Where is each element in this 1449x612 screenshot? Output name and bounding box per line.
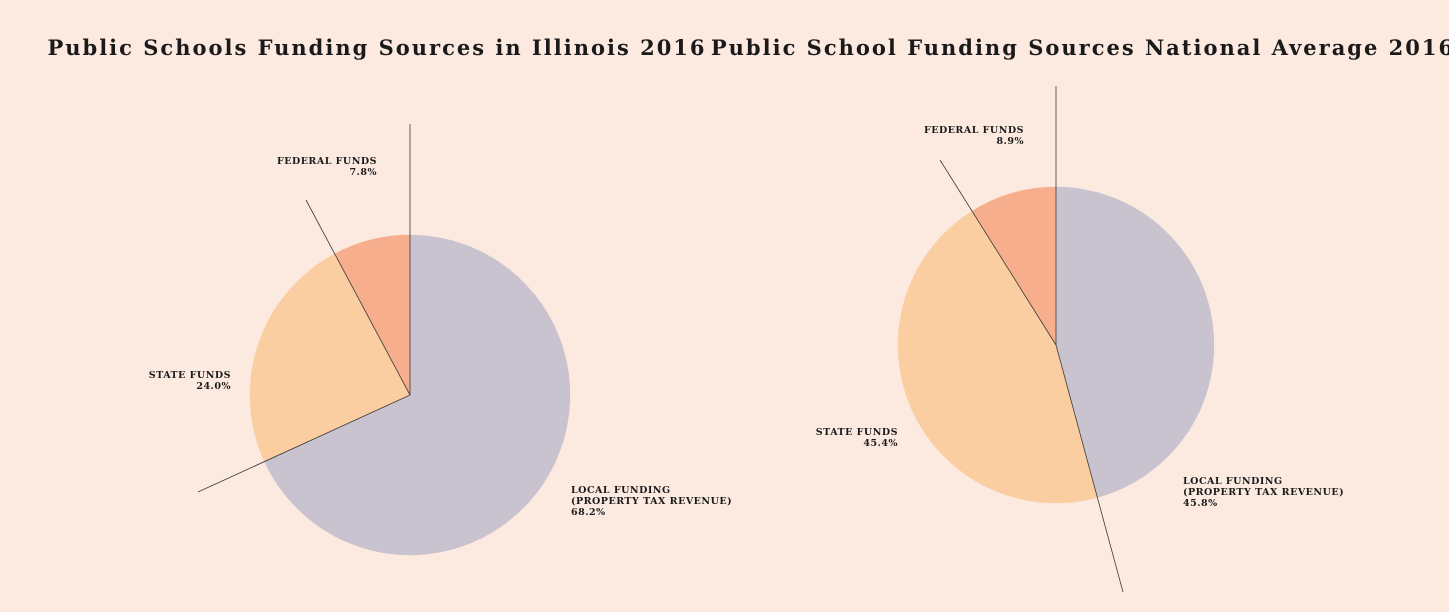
- chart-title: Public School Funding Sources National A…: [711, 35, 1449, 60]
- slice-label-federal-funds: FEDERAL FUNDS 7.8%: [277, 156, 377, 178]
- leader-line-federal-funds: [305, 199, 411, 396]
- slice-value: 68.2%: [571, 507, 606, 518]
- slice-name: FEDERAL FUNDS: [924, 125, 1024, 136]
- slice-value: 7.8%: [349, 167, 377, 178]
- slice-label-local-funding: LOCAL FUNDING (PROPERTY TAX REVENUE) 45.8%: [1183, 476, 1344, 509]
- pie-chart-2: Public School Funding Sources National A…: [711, 35, 1449, 593]
- slice-value: 8.9%: [996, 136, 1024, 147]
- slice-name: FEDERAL FUNDS: [277, 156, 377, 167]
- leader-line-state-funds: [197, 394, 411, 493]
- slice-value: 24.0%: [196, 381, 231, 392]
- slice-name: STATE FUNDS: [816, 427, 898, 438]
- pie-chart-1: Public Schools Funding Sources in Illino…: [47, 35, 732, 556]
- slice-value: 45.8%: [1183, 498, 1218, 509]
- pie-slice-local-funding: [1055, 186, 1215, 498]
- pie-slice-local-funding: [264, 234, 571, 556]
- slice-subname: (PROPERTY TAX REVENUE): [1183, 487, 1344, 498]
- leader-line-local-funding: [1055, 344, 1124, 593]
- slice-name: LOCAL FUNDING: [1183, 476, 1283, 487]
- slice-name: LOCAL FUNDING: [571, 485, 671, 496]
- pie-slice-federal-funds: [971, 186, 1057, 346]
- pie-slice-state-funds: [249, 253, 411, 462]
- slice-label-federal-funds: FEDERAL FUNDS 8.9%: [924, 125, 1024, 147]
- leader-line-federal-funds: [939, 159, 1057, 346]
- chart-title: Public Schools Funding Sources in Illino…: [47, 35, 706, 60]
- slice-name: STATE FUNDS: [149, 370, 231, 381]
- slice-label-state-funds: STATE FUNDS 24.0%: [149, 370, 231, 392]
- slice-label-state-funds: STATE FUNDS 45.4%: [816, 427, 898, 449]
- slice-subname: (PROPERTY TAX REVENUE): [571, 496, 732, 507]
- slice-label-local-funding: LOCAL FUNDING (PROPERTY TAX REVENUE) 68.2%: [571, 485, 732, 518]
- pie-slice-state-funds: [897, 210, 1098, 504]
- slice-value: 45.4%: [863, 438, 898, 449]
